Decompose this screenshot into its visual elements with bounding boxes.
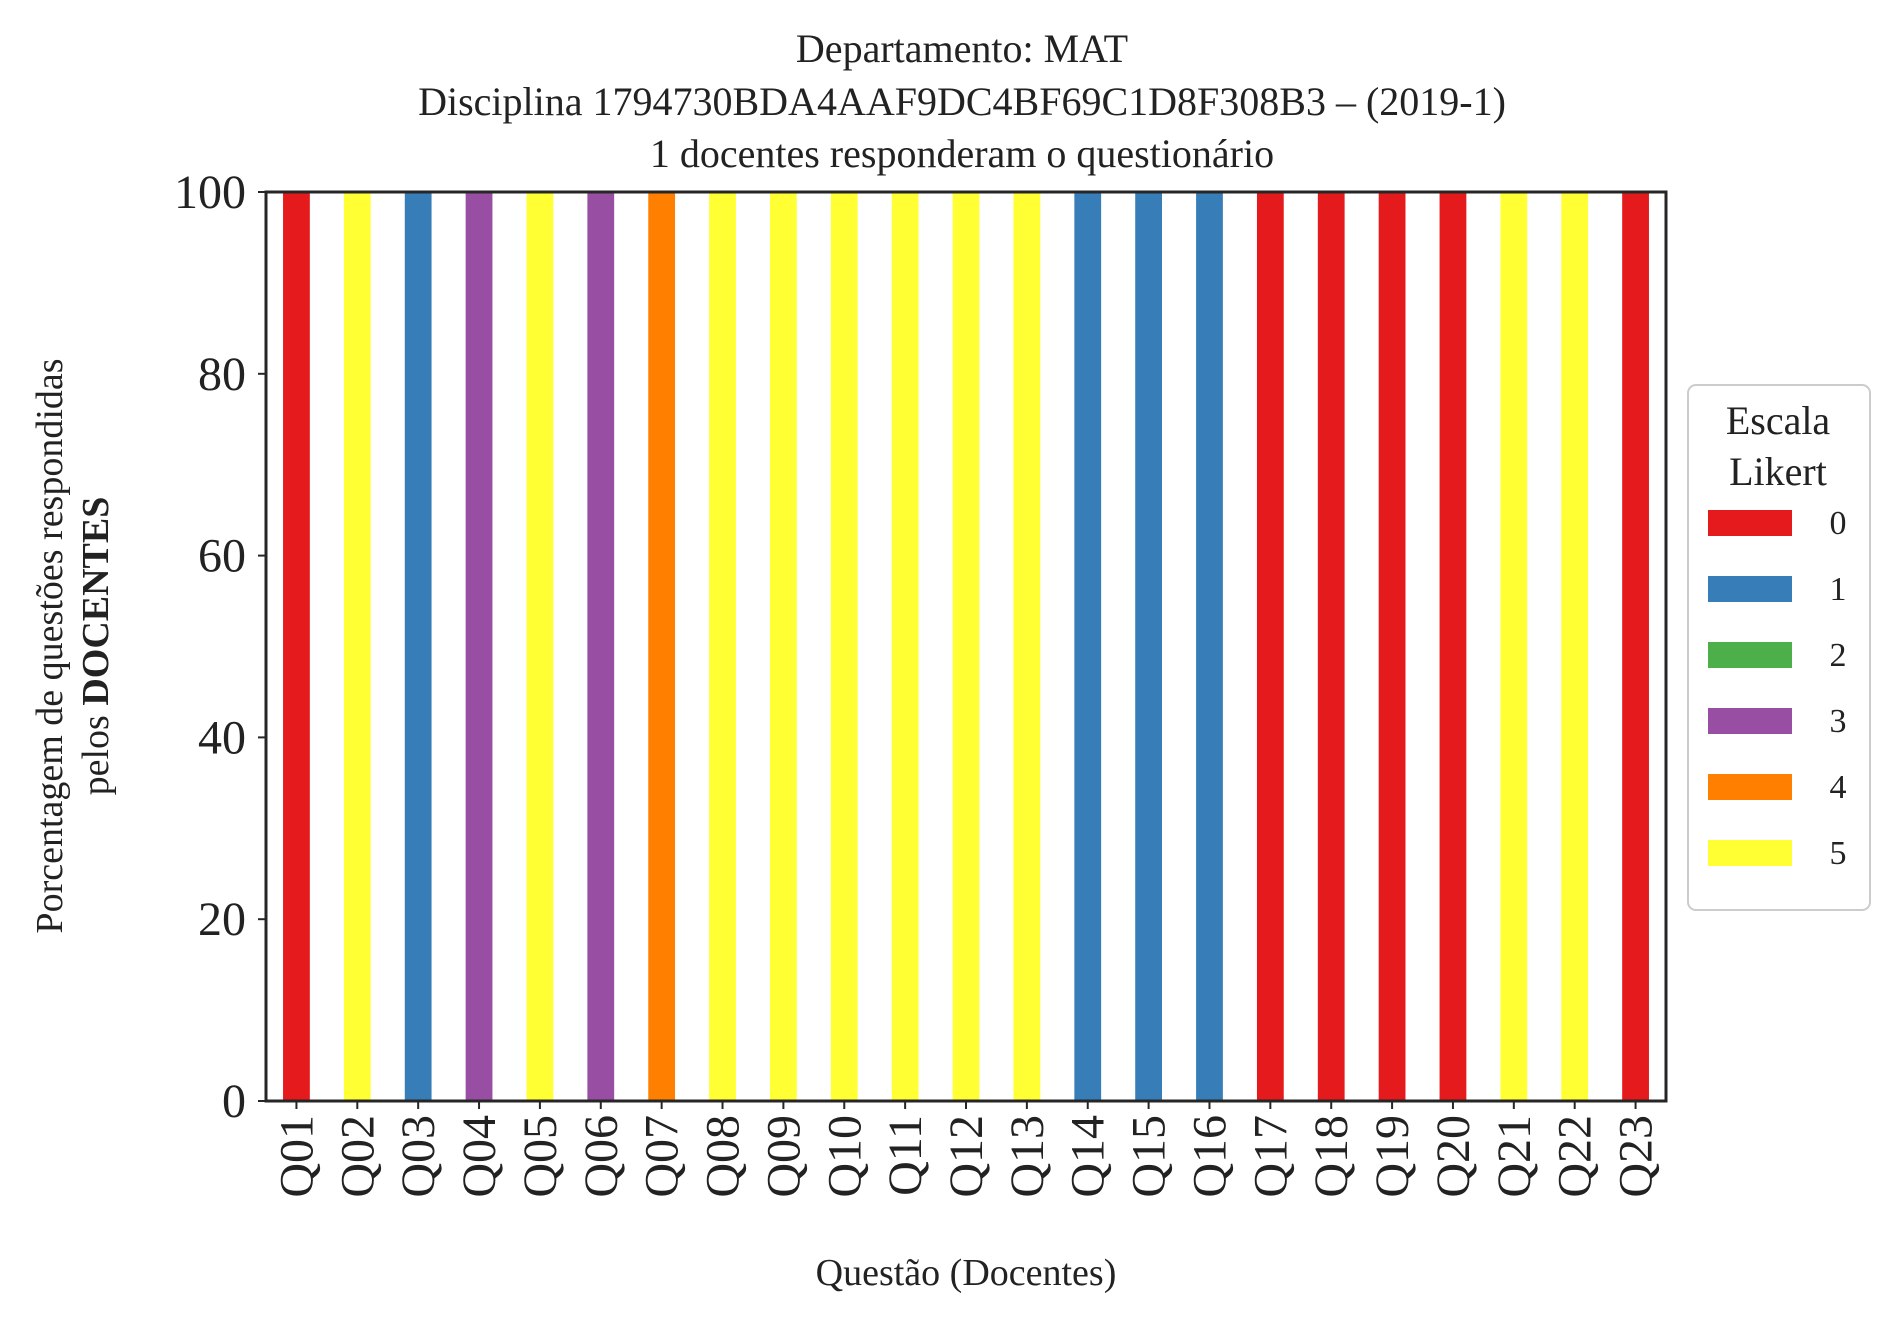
bar-Q09-scale-5 (770, 192, 797, 1101)
bar-Q23-scale-0 (1622, 192, 1649, 1101)
x-tick-label: Q10 (818, 1115, 871, 1198)
x-tick-label: Q03 (392, 1115, 445, 1198)
y-tick-label: 80 (198, 348, 246, 401)
bar-Q08-scale-5 (709, 192, 736, 1101)
chart-title-line-2: Disciplina 1794730BDA4AAF9DC4BF69C1D8F30… (418, 79, 1506, 124)
x-tick-label: Q19 (1366, 1115, 1419, 1198)
x-tick-label: Q12 (940, 1115, 993, 1198)
legend-swatch-3 (1708, 708, 1792, 734)
bar-Q06-scale-3 (587, 192, 615, 1101)
legend-swatch-2 (1708, 642, 1792, 668)
bar-Q21-scale-5 (1500, 192, 1528, 1101)
legend-swatch-4 (1708, 774, 1792, 800)
chart-title: Departamento: MAT Disciplina 1794730BDA4… (418, 26, 1506, 176)
y-tick-label: 20 (198, 893, 246, 946)
chart-title-line-1: Departamento: MAT (796, 26, 1128, 71)
y-axis-label-line-2: pelos DOCENTES (75, 497, 117, 796)
x-tick-label: Q01 (270, 1115, 323, 1198)
legend-swatch-5 (1708, 840, 1792, 866)
y-tick-label: 0 (222, 1075, 246, 1128)
legend-title-line-1: Escala (1726, 398, 1831, 443)
bar-Q02-scale-5 (343, 192, 371, 1101)
bar-Q12-scale-5 (952, 192, 980, 1101)
x-tick-label: Q07 (636, 1115, 689, 1198)
legend-title-line-2: Likert (1729, 449, 1827, 494)
x-tick-label: Q11 (879, 1115, 932, 1196)
bar-Q13-scale-5 (1013, 192, 1041, 1101)
x-tick-label: Q02 (331, 1115, 384, 1198)
bar-Q20-scale-0 (1439, 192, 1467, 1101)
bar-Q11-scale-5 (891, 192, 919, 1101)
bar-Q05-scale-5 (526, 192, 554, 1101)
x-tick-label: Q16 (1183, 1115, 1236, 1198)
x-axis-label: Questão (Docentes) (816, 1252, 1117, 1294)
bar-Q15-scale-1 (1135, 192, 1162, 1101)
x-tick-label: Q18 (1305, 1115, 1358, 1198)
bar-Q14-scale-1 (1074, 192, 1102, 1101)
x-tick-label: Q05 (514, 1115, 567, 1198)
bar-Q17-scale-0 (1256, 192, 1284, 1101)
x-tick-label: Q21 (1488, 1115, 1541, 1198)
legend-label-2: 2 (1830, 637, 1847, 674)
x-tick-label: Q15 (1123, 1115, 1176, 1198)
y-axis-ticks: 0 20 40 60 80 100 (174, 166, 266, 1128)
bars-layer (283, 192, 1649, 1101)
bar-Q16-scale-1 (1196, 192, 1223, 1101)
legend-swatch-0 (1708, 510, 1792, 536)
bar-Q10-scale-5 (830, 192, 858, 1101)
y-tick-label: 100 (174, 166, 246, 219)
bar-Q19-scale-0 (1378, 192, 1406, 1101)
legend-label-0: 0 (1830, 505, 1847, 542)
y-tick-label: 40 (198, 711, 246, 764)
x-tick-label: Q23 (1610, 1115, 1663, 1198)
x-tick-label: Q09 (757, 1115, 810, 1198)
legend-label-4: 4 (1830, 769, 1847, 806)
bar-Q18-scale-0 (1317, 192, 1345, 1101)
x-tick-label: Q04 (453, 1115, 506, 1198)
bar-Q07-scale-4 (648, 192, 676, 1101)
bar-Q22-scale-5 (1561, 192, 1589, 1101)
legend-entries: 0 1 2 3 4 5 (1708, 505, 1847, 872)
x-tick-label: Q08 (697, 1115, 750, 1198)
legend-swatch-1 (1708, 576, 1792, 602)
chart-title-line-3: 1 docentes responderam o questionário (650, 131, 1274, 176)
x-tick-label: Q13 (1001, 1115, 1054, 1198)
x-axis-ticks: Q01 Q02 Q03 Q04 Q05 Q06 Q07 Q08 Q09 Q10 Q11 Q12 Q13 Q… (270, 1101, 1663, 1198)
legend-label-3: 3 (1830, 703, 1847, 740)
x-tick-label: Q06 (575, 1115, 628, 1198)
x-tick-label: Q14 (1062, 1115, 1115, 1198)
x-tick-label: Q17 (1244, 1115, 1297, 1198)
y-axis-label: Porcentagem de questões respondidas pelo… (29, 358, 117, 933)
x-tick-label: Q20 (1427, 1115, 1480, 1198)
y-axis-label-line-1: Porcentagem de questões respondidas (29, 358, 71, 933)
legend-label-5: 5 (1830, 835, 1847, 872)
bar-Q04-scale-3 (465, 192, 493, 1101)
bar-Q03-scale-1 (404, 192, 432, 1101)
legend: Escala Likert 0 1 2 3 4 5 (1687, 384, 1871, 911)
y-tick-label: 60 (198, 530, 246, 583)
bar-Q01-scale-0 (283, 192, 310, 1101)
legend-label-1: 1 (1830, 571, 1847, 608)
x-tick-label: Q22 (1549, 1115, 1602, 1198)
